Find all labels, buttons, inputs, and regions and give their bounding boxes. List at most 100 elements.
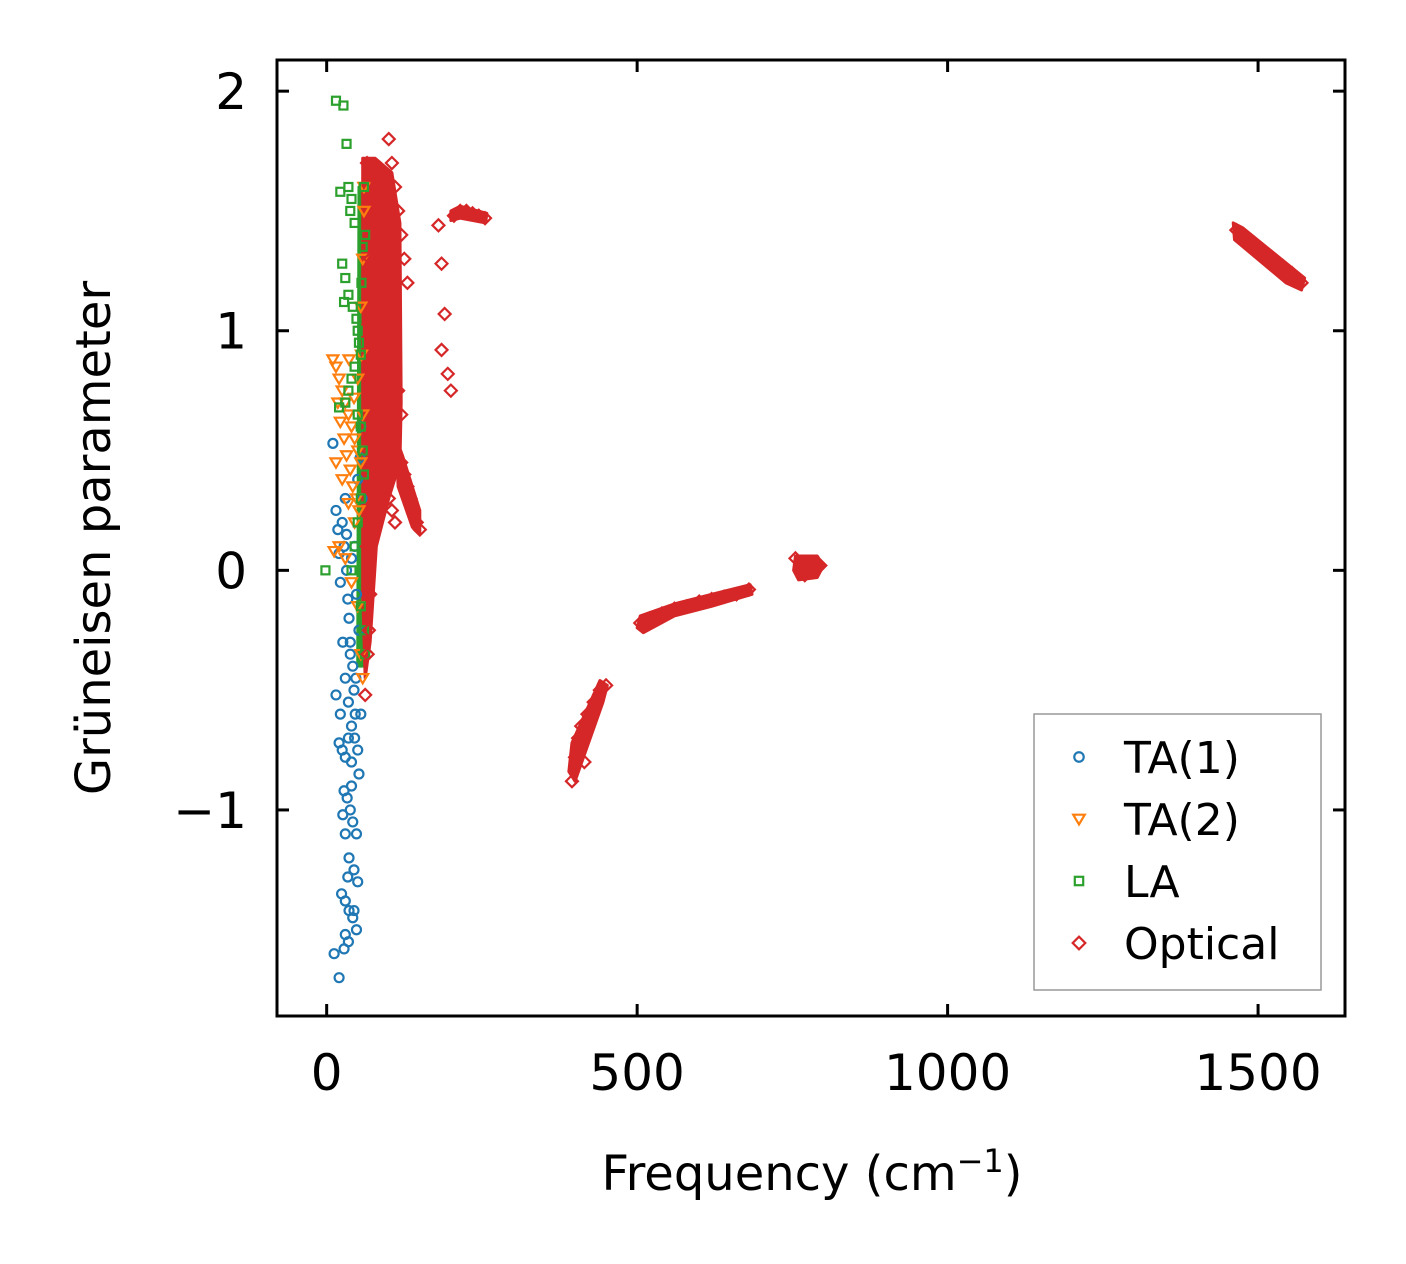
ta1-point	[344, 648, 356, 660]
la-point	[352, 325, 363, 336]
optical-point	[406, 502, 422, 519]
la-point	[340, 272, 351, 284]
legend-entries: TA(1) TA(2) LA Optical	[1071, 733, 1279, 970]
ta2-point	[328, 361, 344, 375]
optical-point	[396, 466, 412, 483]
ta1-point	[347, 912, 359, 924]
la-point	[355, 421, 366, 432]
optical-point	[704, 591, 720, 607]
y-tick-label: −1	[173, 782, 247, 840]
optical-point	[433, 256, 450, 272]
la-point	[341, 138, 352, 149]
ta1-point	[350, 588, 363, 600]
la-point	[358, 469, 370, 480]
x-axis-title: Frequency (cm−1)	[601, 1142, 1022, 1202]
la-point	[320, 565, 331, 576]
optical-point	[1228, 222, 1244, 238]
optical-point	[365, 191, 381, 207]
ta2-point	[328, 457, 344, 470]
ta2-point	[346, 392, 362, 406]
optical-point	[573, 718, 589, 734]
ta1-point	[341, 792, 353, 804]
markers-layer	[320, 95, 1310, 984]
la-point	[355, 493, 366, 504]
ta1-point	[348, 904, 360, 917]
optical-point	[654, 605, 670, 622]
optical-point	[564, 773, 580, 789]
legend-label-la: LA	[1124, 857, 1180, 908]
ta2-point	[344, 577, 359, 590]
la-point	[352, 517, 363, 528]
x-tick-label: 1000	[884, 1044, 1011, 1102]
ta1-point	[334, 576, 346, 588]
ta2-point	[347, 433, 363, 446]
ta1-point	[339, 828, 351, 840]
ta1-point	[337, 636, 349, 648]
optical-point	[375, 442, 391, 459]
axis-ticks: 0 500 1000 1500 −1 0 1 2	[173, 60, 1345, 1102]
legend-label-ta2: TA(2)	[1123, 795, 1240, 846]
ta2-point	[341, 354, 357, 367]
x-tick-label: 1500	[1194, 1044, 1321, 1102]
optical-point	[716, 589, 732, 605]
la-point	[338, 296, 350, 308]
optical-point	[586, 694, 602, 710]
optical-point	[375, 263, 391, 279]
ta1-point	[345, 756, 358, 768]
optical-point	[384, 502, 400, 519]
ta2-point	[355, 672, 371, 686]
ta1-point	[342, 696, 355, 708]
optical-point	[728, 586, 745, 602]
optical-point	[402, 490, 419, 507]
y-tick-label: 2	[215, 63, 247, 121]
ta1-point	[336, 516, 348, 529]
la-point	[352, 409, 363, 420]
optical-point	[1266, 251, 1282, 267]
optical-point	[393, 227, 409, 243]
la-point	[333, 402, 345, 413]
optical-point	[359, 155, 375, 171]
ta1-point	[350, 924, 363, 936]
ta1-point	[333, 972, 345, 984]
ta1-point	[349, 708, 361, 720]
la-point	[357, 241, 368, 252]
optical-point	[437, 306, 453, 322]
ta1-point	[349, 732, 361, 744]
ta1-point	[330, 504, 342, 517]
optical-point	[390, 383, 406, 399]
ta1-point	[337, 809, 349, 821]
la-point	[345, 205, 356, 217]
optical-point	[741, 581, 757, 598]
optical-point	[409, 514, 425, 530]
optical-point	[381, 311, 397, 327]
optical-point	[362, 586, 378, 602]
ta2-point	[353, 301, 369, 315]
plot-frame	[275, 58, 1347, 1018]
ta1-point	[352, 876, 364, 888]
ta1-point	[339, 895, 351, 907]
ta1-point	[338, 943, 350, 955]
la-point	[355, 601, 366, 612]
ta1-point	[348, 864, 360, 876]
ta1-point	[330, 689, 342, 701]
optical-point	[361, 622, 377, 638]
ta2-point	[332, 416, 348, 430]
optical-point	[359, 538, 375, 554]
optical-point	[1284, 265, 1300, 281]
optical-point	[440, 366, 456, 382]
la-point	[343, 385, 354, 396]
ta2-point	[344, 421, 359, 434]
ta2-point	[331, 373, 347, 387]
legend-label-ta1: TA(1)	[1123, 733, 1240, 784]
ta1-point	[328, 948, 340, 960]
optical-point	[384, 155, 400, 171]
x-axis-title-sup: −1	[957, 1142, 1004, 1180]
optical-point	[1275, 258, 1291, 274]
optical-point	[1238, 232, 1254, 248]
optical-point	[812, 557, 828, 574]
la-point	[357, 445, 368, 456]
optical-point	[387, 359, 403, 375]
optical-point	[691, 593, 707, 610]
ta1-point	[353, 768, 365, 780]
